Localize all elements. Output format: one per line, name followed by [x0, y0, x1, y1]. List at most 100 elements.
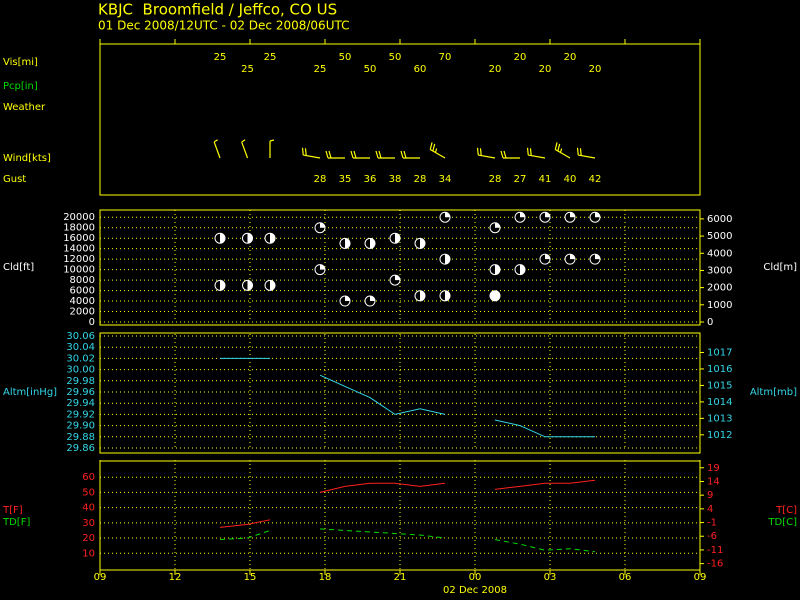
chart-title: KBJC Broomfield / Jeffco, CO US: [98, 1, 337, 19]
cloud-symbol: [589, 211, 601, 223]
cloud-symbol: [264, 279, 276, 291]
cloud-fill: [247, 280, 253, 291]
cloud-fill: [520, 212, 525, 218]
wind-barb: [241, 139, 249, 159]
cloud-fill: [420, 238, 425, 249]
cloud-symbol: [589, 253, 601, 265]
y2-tick-label: 1016: [707, 364, 732, 375]
y-tick-label: 30.06: [66, 331, 95, 342]
x-tick-label: 21: [394, 572, 407, 583]
y-tick-label: 30.00: [66, 365, 95, 376]
cloud-symbol: [539, 211, 551, 223]
visibility-label: 25: [214, 52, 227, 63]
visibility-label: 50: [364, 64, 377, 75]
wind-barb: [269, 139, 275, 158]
cloud-symbol: [414, 237, 426, 249]
gust-label: 35: [339, 174, 352, 185]
cloud-fill: [220, 233, 225, 244]
y-tick-label: 20: [82, 533, 95, 544]
y-tick-label: 60: [82, 472, 95, 483]
y-tick-label: 18000: [63, 223, 95, 234]
row-label: Vis[mi]: [3, 57, 38, 68]
cloud-symbol: [414, 290, 426, 302]
y2-tick-label: 6000: [707, 214, 732, 225]
cloud-symbol: [242, 279, 253, 291]
visibility-label: 20: [539, 64, 552, 75]
series-line: [219, 528, 596, 553]
x-tick-label: 09: [694, 572, 707, 583]
cloud-symbol: [489, 222, 501, 234]
y2-tick-label: 1013: [707, 413, 732, 424]
gust-label: 41: [539, 174, 552, 185]
wind-barb: [350, 150, 370, 159]
y2-axis-label: TD[C]: [767, 517, 797, 528]
wind-barb: [325, 150, 345, 159]
wind-barb: [526, 147, 546, 159]
wind-barb: [213, 139, 221, 159]
cloud-fill: [595, 212, 600, 218]
y-tick-label: 30.04: [66, 342, 95, 353]
cloud-fill: [320, 222, 325, 228]
visibility-label: 50: [389, 52, 402, 63]
y2-tick-label: 4000: [707, 248, 732, 259]
y-axis-label: Cld[ft]: [3, 262, 34, 273]
wind-barb: [400, 150, 420, 159]
x-tick-label: 15: [244, 572, 257, 583]
cloud-fill: [570, 254, 575, 260]
wind-barb: [476, 147, 496, 159]
x-tick-label: 18: [319, 572, 332, 583]
cloud-fill: [420, 290, 425, 301]
row-label: Gust: [3, 174, 26, 185]
y2-tick-label: 2000: [707, 283, 732, 294]
x-axis-label: 02 Dec 2008: [443, 585, 507, 596]
cloud-fill: [320, 264, 325, 270]
y-tick-label: 50: [82, 487, 95, 498]
wind-barb: [301, 147, 321, 159]
y2-tick-label: 3000: [707, 265, 732, 276]
y-tick-label: 14000: [63, 244, 95, 255]
y2-tick-label: -6: [707, 531, 717, 542]
cloud-symbol: [264, 232, 276, 244]
cloud-fill: [545, 254, 550, 260]
visibility-label: 25: [241, 64, 254, 75]
y-tick-label: 10: [82, 548, 95, 559]
cloud-symbol: [564, 253, 576, 265]
cloud-fill: [495, 264, 500, 275]
cloud-fill: [545, 212, 550, 218]
y-tick-label: 30: [82, 518, 95, 529]
cloud-symbol: [214, 232, 226, 244]
series-line: [219, 479, 596, 528]
x-tick-label: 09: [94, 572, 107, 583]
y-tick-label: 29.94: [66, 398, 95, 409]
y-axis-label: TD[F]: [2, 517, 30, 528]
cloud-fill: [370, 296, 375, 302]
y-axis-label: Altm[inHg]: [3, 387, 57, 398]
y2-tick-label: 1017: [707, 347, 732, 358]
cloud-symbol: [364, 295, 376, 307]
visibility-label: 20: [589, 64, 602, 75]
cloud-fill: [445, 254, 450, 265]
cloud-fill: [395, 233, 400, 244]
cloud-symbol: [489, 290, 501, 302]
gust-label: 38: [389, 174, 402, 185]
cloud-symbol: [242, 232, 253, 244]
y-tick-label: 29.90: [66, 421, 95, 432]
cloud-symbol: [389, 232, 401, 244]
gust-label: 28: [314, 174, 327, 185]
cloud-fill: [495, 222, 500, 228]
cloud-symbol: [489, 264, 501, 276]
wind-barb: [576, 147, 596, 159]
cloud-fill: [395, 275, 400, 281]
wind-barb: [429, 142, 446, 159]
panel-frame: [99, 43, 701, 196]
y-tick-label: 8000: [70, 275, 95, 286]
y-tick-label: 29.88: [66, 432, 95, 443]
cloud-fill: [345, 238, 350, 249]
gust-label: 27: [514, 174, 527, 185]
y2-tick-label: 4: [707, 504, 713, 515]
cloud-symbol: [514, 211, 526, 223]
x-tick-label: 12: [169, 572, 182, 583]
y2-tick-label: 14: [707, 476, 720, 487]
